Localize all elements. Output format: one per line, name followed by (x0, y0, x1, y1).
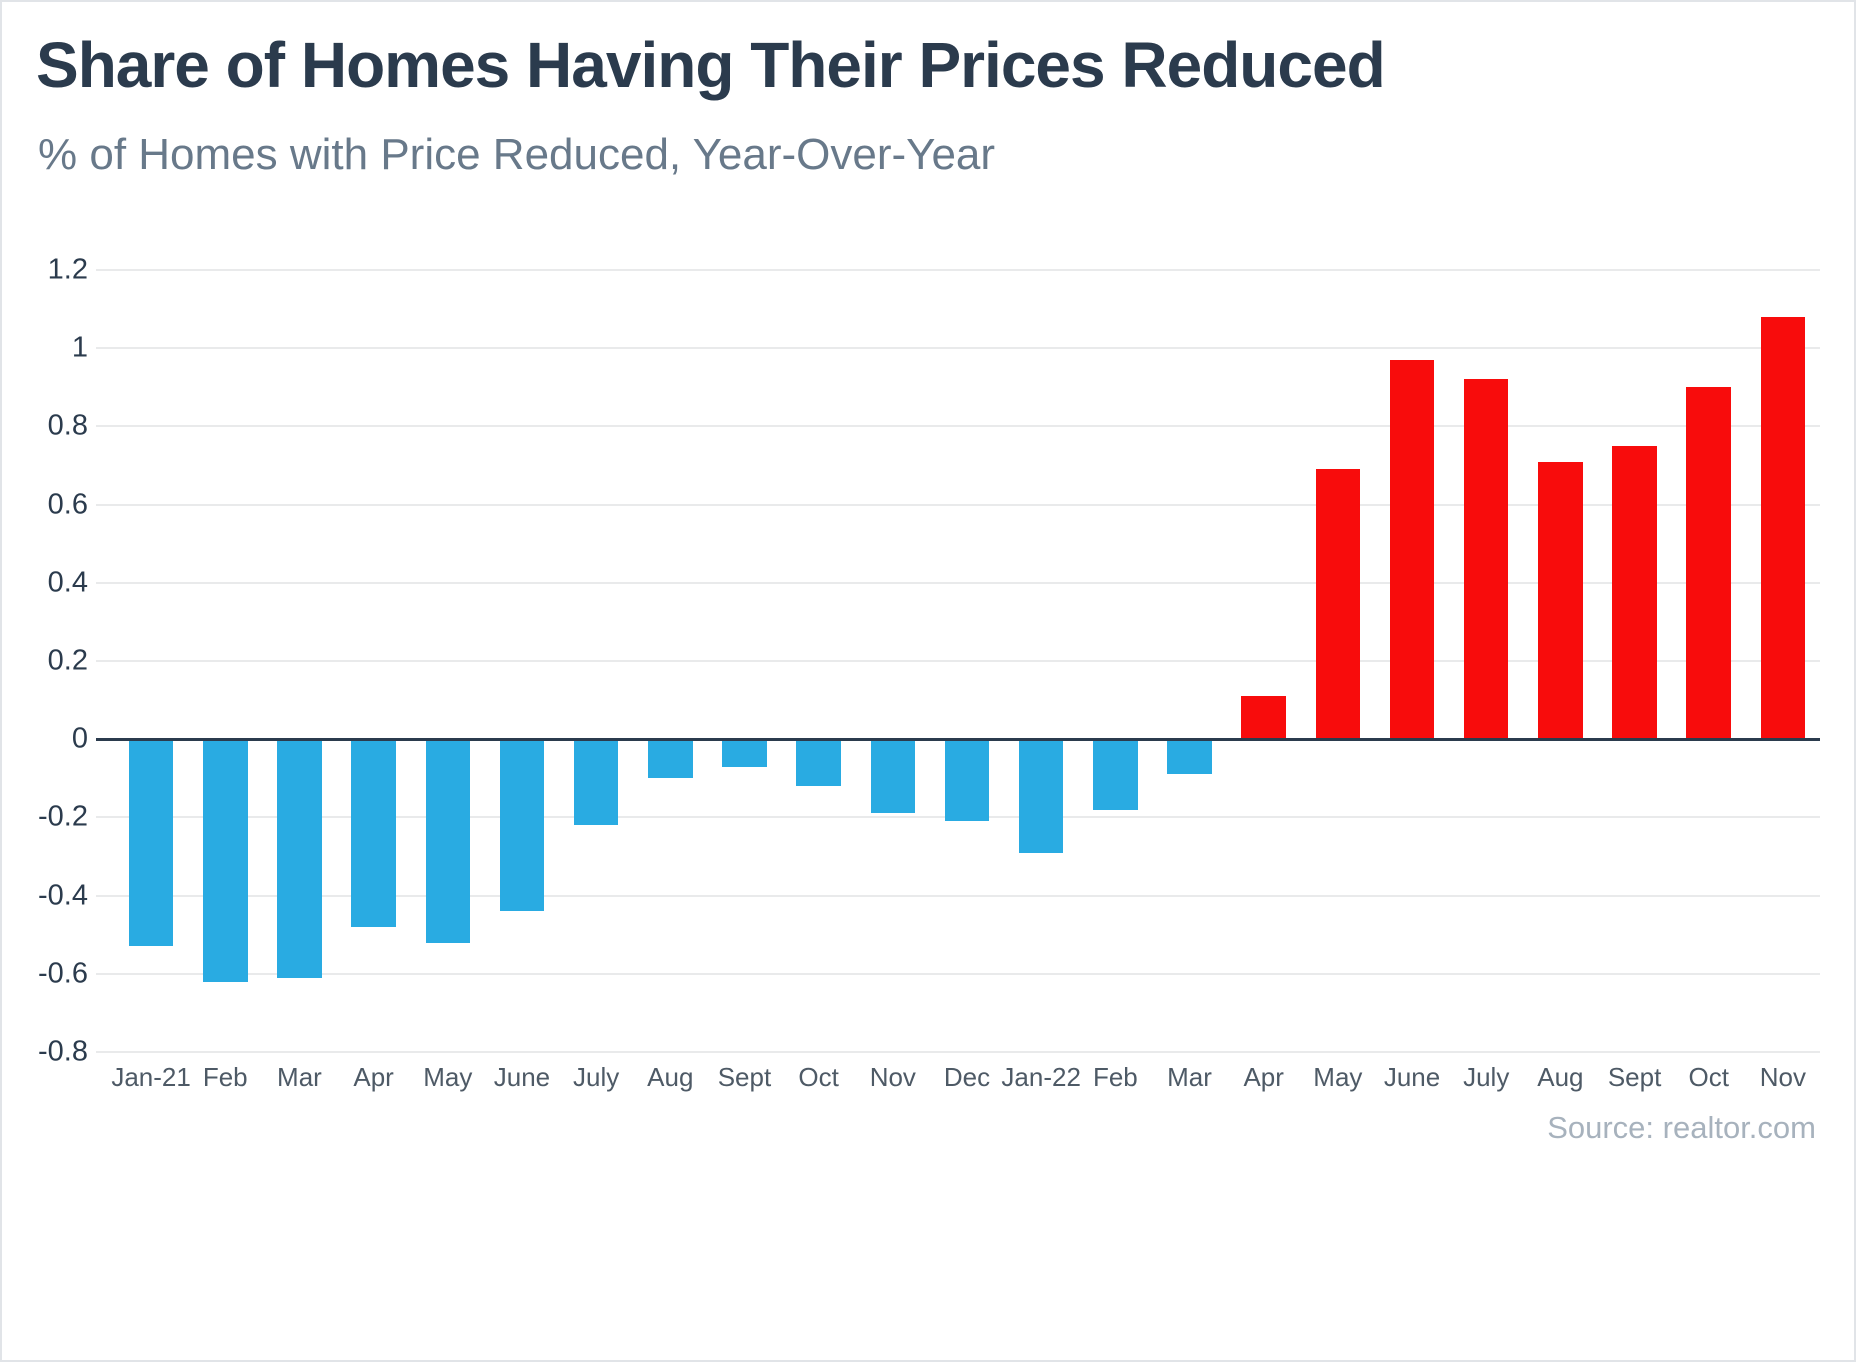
gridline (96, 1051, 1820, 1053)
x-axis: Jan-21 Feb Mar Apr May June July Aug Sept Oct Nov D… (111, 1062, 1820, 1102)
bar-june-5 (499, 739, 545, 912)
x-tick-label: Jan-22 (1001, 1062, 1081, 1092)
bar-dec-11 (944, 739, 990, 822)
bar-may-4 (425, 739, 471, 943)
y-tick-label: -0.4 (38, 879, 88, 912)
x-tick-label: Feb (1092, 1062, 1138, 1092)
x-tick-label: June (493, 1062, 551, 1092)
y-tick-label: -0.8 (38, 1035, 88, 1068)
x-tick-label: Jan-21 (111, 1062, 191, 1092)
y-tick-label: -0.6 (38, 957, 88, 990)
gridline (96, 269, 1820, 271)
bar-july-6 (573, 739, 619, 826)
bar-jan-22-12 (1018, 739, 1064, 853)
x-tick-label: Oct (1688, 1062, 1729, 1092)
bar-aug-7 (648, 739, 693, 779)
chart-subtitle: % of Homes with Price Reduced, Year-Over… (38, 130, 996, 179)
gridline (96, 894, 1820, 897)
bar-feb-13 (1093, 739, 1138, 810)
bar-nov-22 (1760, 316, 1806, 740)
x-tick-label: Nov (1759, 1062, 1807, 1092)
x-tick-label: July (573, 1062, 620, 1092)
x-tick-label: July (1463, 1062, 1510, 1092)
y-tick-label: 0.8 (47, 409, 88, 442)
bar-apr-15 (1241, 696, 1286, 740)
x-tick-label: Aug (1537, 1062, 1584, 1092)
gridline (96, 972, 1820, 975)
x-tick-label: Sept (1607, 1062, 1662, 1092)
y-axis: 1.2 1 0.8 0.6 0.4 0.2 0 -0.2 -0.4 -0.6 -0.8 (2, 254, 94, 1068)
gridline (96, 347, 1820, 350)
x-tick-label: Apr (1243, 1062, 1284, 1092)
bar-feb-1 (203, 739, 248, 982)
bar-nov-10 (870, 739, 916, 814)
x-tick-label: Sept (717, 1062, 772, 1092)
bar-mar-2 (277, 739, 322, 978)
x-tick-label: Feb (202, 1062, 248, 1092)
x-tick-label: May (1313, 1062, 1363, 1092)
bar-oct-9 (796, 739, 841, 787)
source-text: Source: realtor.com (1547, 1110, 1816, 1145)
x-tick-label: Mar (1167, 1062, 1212, 1092)
bar-may-16 (1315, 469, 1361, 740)
x-tick-label: Aug (647, 1062, 694, 1092)
gridline (96, 503, 1820, 506)
x-tick-label: Oct (798, 1062, 839, 1092)
y-tick-label: 0 (71, 722, 88, 755)
x-tick-label: June (1383, 1062, 1441, 1092)
bar-jan-21-0 (128, 739, 174, 947)
y-tick-label: 0.6 (47, 488, 88, 521)
y-tick-label: 0.2 (47, 644, 88, 677)
y-tick-label: -0.2 (38, 800, 88, 833)
bar-july-18 (1463, 379, 1509, 740)
gridline (96, 425, 1820, 428)
plot-area (96, 269, 1820, 1053)
bar-apr-3 (351, 739, 396, 927)
bar-sept-8 (722, 739, 767, 767)
zero-axis-line (96, 738, 1820, 742)
bar-mar-14 (1167, 739, 1212, 775)
x-tick-label: Nov (869, 1062, 916, 1092)
gridline (96, 581, 1820, 584)
bar-oct-21 (1686, 387, 1731, 740)
bar-aug-19 (1538, 461, 1583, 740)
y-tick-label: 1.2 (47, 253, 88, 286)
x-tick-label: Apr (353, 1062, 394, 1092)
bar-sept-20 (1612, 445, 1657, 740)
x-tick-label: Dec (943, 1062, 991, 1092)
x-tick-label: May (423, 1062, 473, 1092)
bar-june-17 (1389, 359, 1435, 740)
chart-title: Share of Homes Having Their Prices Reduc… (36, 29, 1386, 101)
y-tick-label: 0.4 (47, 566, 88, 599)
y-tick-label: 1 (71, 331, 88, 364)
x-tick-label: Mar (277, 1062, 322, 1092)
gridline (96, 660, 1820, 662)
